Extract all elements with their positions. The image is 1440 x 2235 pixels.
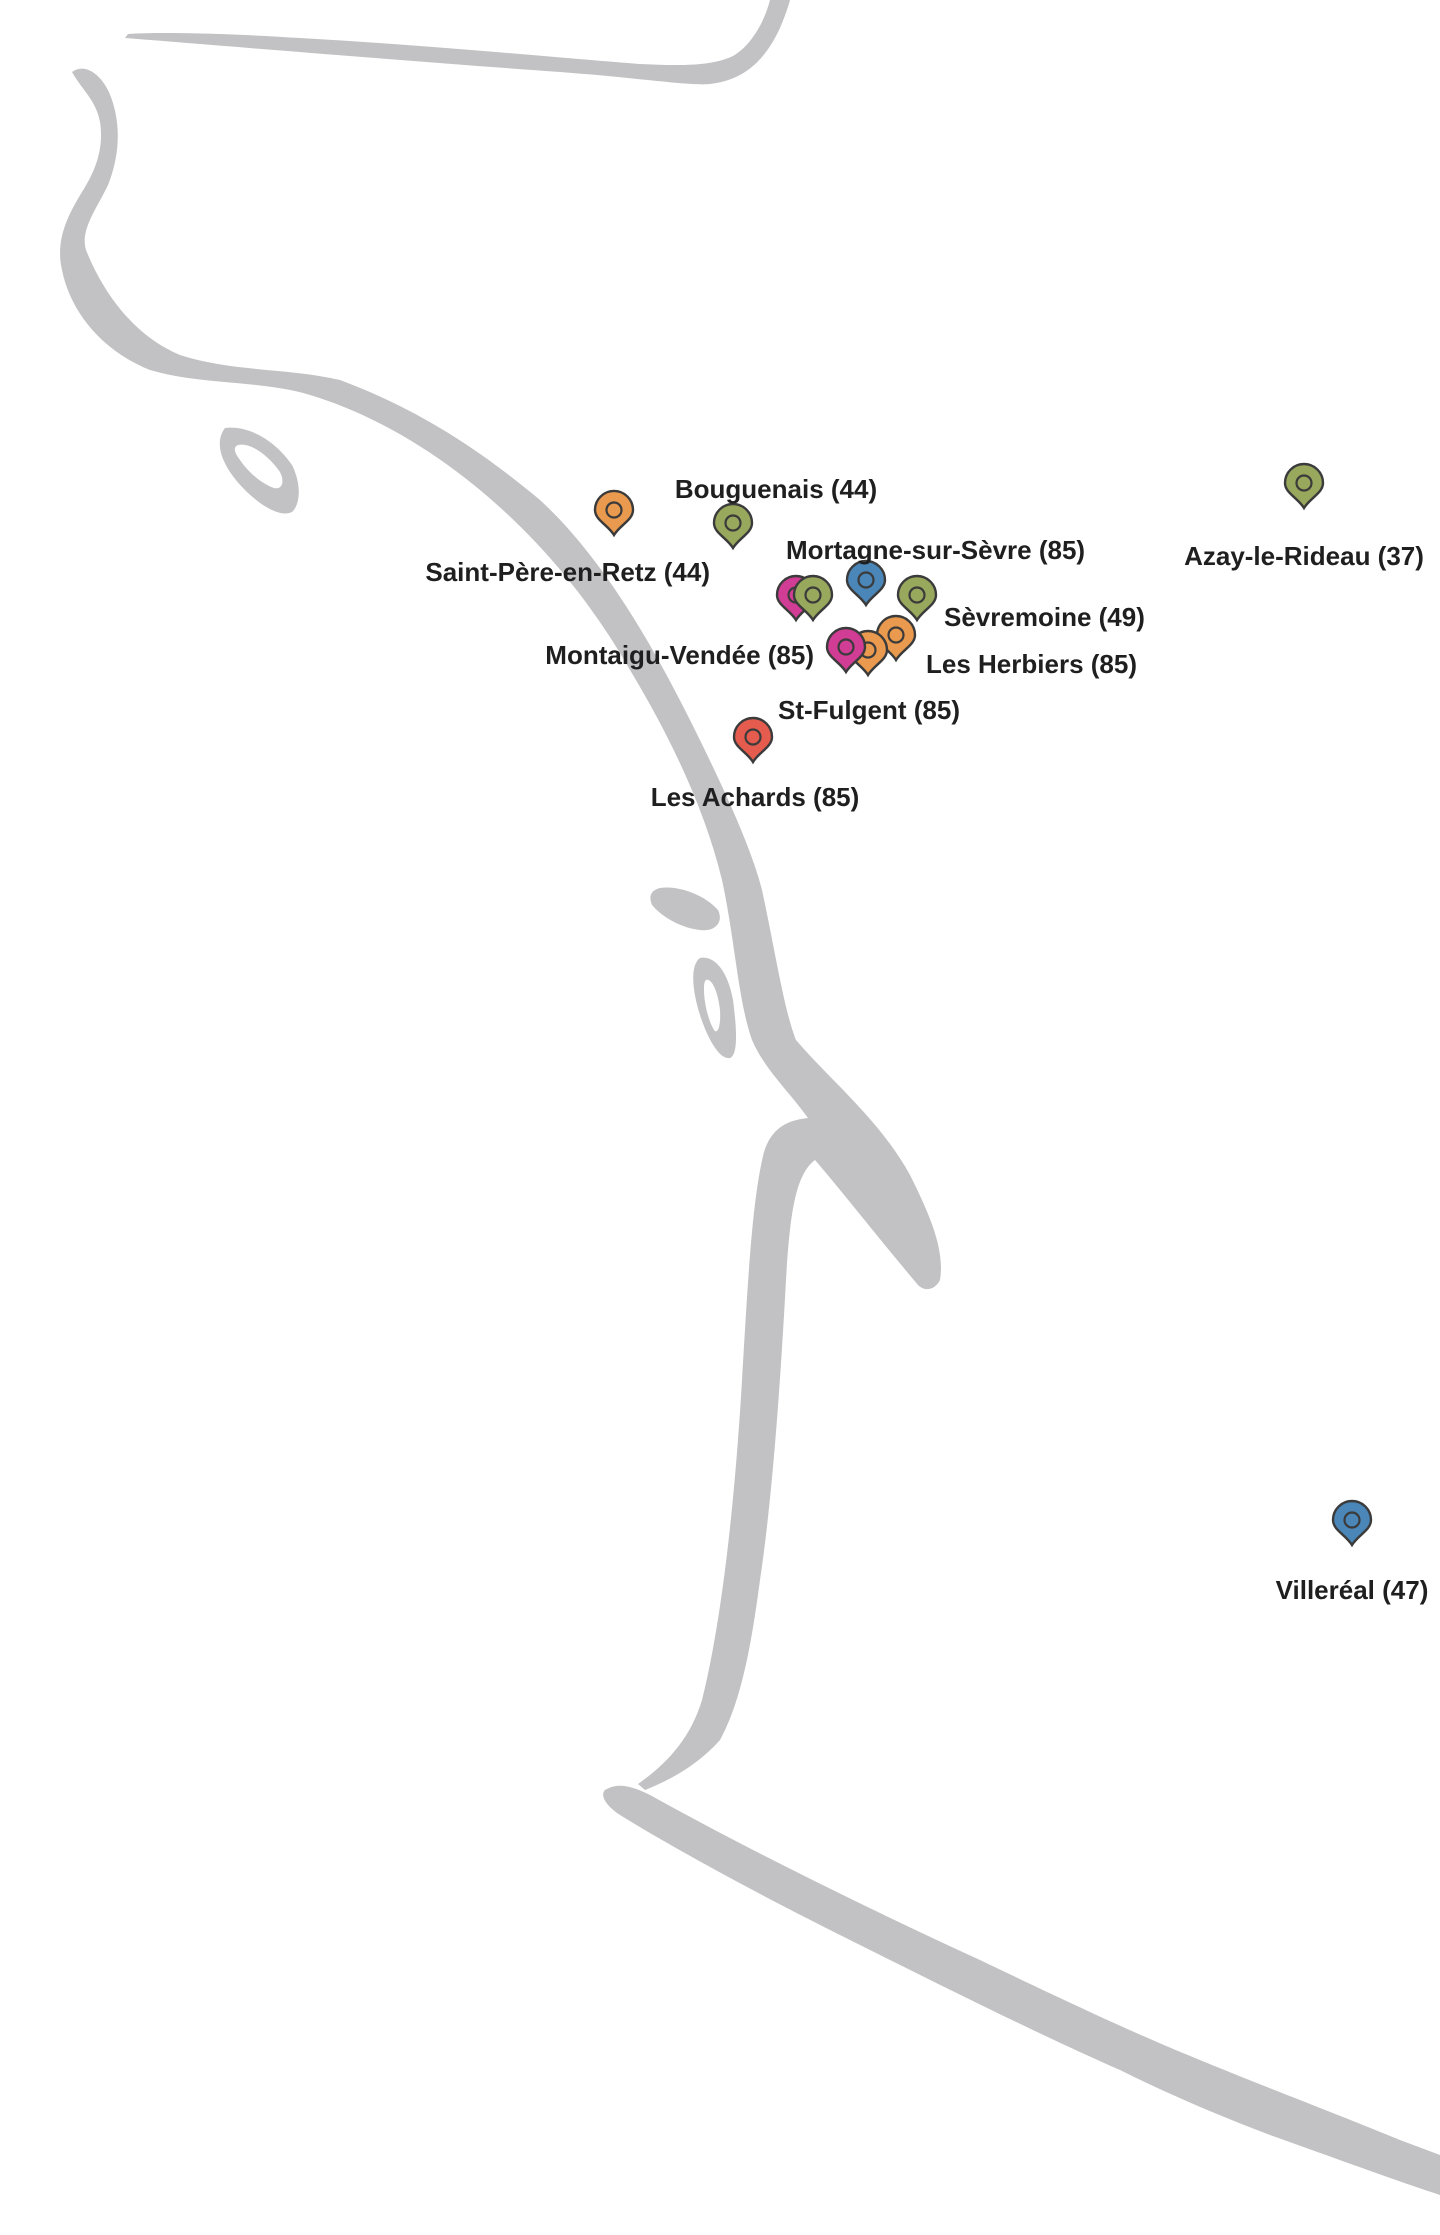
map-pin-saint-pere-en-retz[interactable] <box>593 489 635 538</box>
map-pin-dot <box>744 728 762 746</box>
map-pin-icon <box>825 626 867 675</box>
map-pin-icon <box>792 574 834 623</box>
map-label-st-fulgent: St-Fulgent (85) <box>778 695 960 725</box>
island-re <box>650 887 720 931</box>
map-pin-sevremoine[interactable] <box>896 574 938 623</box>
map-label-saint-pere-en-retz: Saint-Père-en-Retz (44) <box>425 557 710 587</box>
island-noirmoutier <box>219 427 299 514</box>
map-pin-icon <box>896 574 938 623</box>
map-pin-icon <box>1283 462 1325 511</box>
coastline-north <box>125 0 790 85</box>
map-pin-dot <box>804 586 822 604</box>
map-pin-dot <box>908 586 926 604</box>
map-label-les-herbiers: Les Herbiers (85) <box>926 649 1137 679</box>
map-label-bouguenais: Bouguenais (44) <box>674 474 878 504</box>
map-pin-icon <box>593 489 635 538</box>
map-pin-mortagne-sur-sevre[interactable] <box>845 559 887 608</box>
coastline-south <box>603 1785 1440 2195</box>
map-pin-st-fulgent-2[interactable] <box>825 626 867 675</box>
map-label-les-achards: Les Achards (85) <box>650 782 860 812</box>
map-label-azay-le-rideau: Azay-le-Rideau (37) <box>1184 541 1424 571</box>
marker-layer <box>593 462 1373 1548</box>
map-pin-icon <box>712 502 754 551</box>
map-pin-dot <box>724 514 742 532</box>
map-label-mortagne-sur-sevre: Mortagne-sur-Sèvre (85) <box>786 535 1086 565</box>
map-pin-dot <box>857 571 875 589</box>
map-pin-dot <box>837 638 855 656</box>
map-label-villereal: Villeréal (47) <box>1275 1575 1429 1605</box>
coastline-west <box>60 68 941 1791</box>
map-pin-azay-le-rideau[interactable] <box>1283 462 1325 511</box>
map-pin-icon <box>1331 1499 1373 1548</box>
map-pin-icon <box>845 559 887 608</box>
map-pin-icon <box>732 716 774 765</box>
map-label-sevremoine: Sèvremoine (49) <box>944 602 1145 632</box>
map-pin-dot <box>1343 1511 1361 1529</box>
map-pin-dot <box>605 501 623 519</box>
map-pin-montaigu-vendee-2[interactable] <box>792 574 834 623</box>
island-oleron <box>693 957 737 1059</box>
map-pin-dot <box>1295 474 1313 492</box>
map-pin-bouguenais[interactable] <box>712 502 754 551</box>
map-label-montaigu-vendee: Montaigu-Vendée (85) <box>545 640 814 670</box>
map-pin-les-achards[interactable] <box>732 716 774 765</box>
map-pin-villereal[interactable] <box>1331 1499 1373 1548</box>
map-pin-dot <box>887 626 905 644</box>
